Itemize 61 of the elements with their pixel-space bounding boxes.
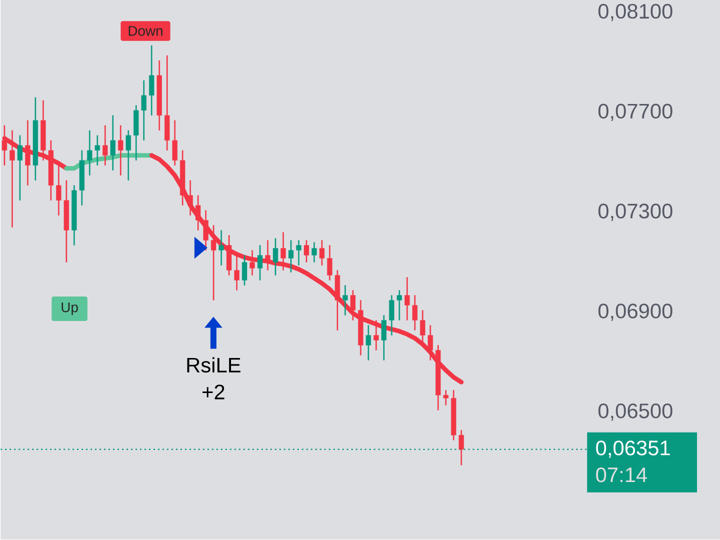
annotation: RsiLE +2: [187, 357, 240, 400]
candlestick: [280, 232, 286, 271]
candlestick: [126, 130, 131, 181]
candlestick: [327, 245, 332, 281]
candlestick: [149, 46, 154, 116]
candlestick: [203, 210, 208, 251]
candlestick: [334, 270, 340, 331]
candlestick: [443, 390, 448, 406]
candlestick: [366, 325, 371, 361]
y-tick-label: 0,06900: [598, 304, 672, 322]
candlestick: [304, 240, 310, 263]
candlestick: [87, 130, 92, 176]
candlestick: [272, 238, 278, 276]
candlestick: [374, 320, 379, 351]
candlestick: [234, 255, 240, 291]
ref-line-label: 0,06351: [596, 440, 670, 458]
candlestick: [458, 430, 464, 466]
candlestick: [396, 290, 402, 321]
candlestick: [312, 242, 317, 263]
y-tick-label: 0,07300: [598, 204, 672, 222]
candlestick: [195, 195, 201, 231]
candlestick: [102, 126, 108, 166]
candlestick: [242, 255, 248, 286]
candlestick: [404, 277, 410, 321]
candlestick: [79, 150, 84, 206]
candlestick: [64, 180, 69, 263]
candlestick: [428, 325, 433, 361]
annotation: Down: [128, 26, 162, 36]
candlestick: [164, 56, 170, 151]
candlestick: [72, 185, 77, 246]
candlestick: [17, 136, 23, 201]
candlestick: [319, 240, 325, 266]
candlestick: [156, 60, 162, 131]
candlestick: [110, 116, 116, 171]
candlestick: [118, 126, 124, 176]
candlestick: [288, 240, 294, 273]
candlestick: [412, 295, 418, 331]
y-tick-label: 0,08100: [598, 4, 672, 22]
candlestick: [32, 98, 38, 181]
candlestick: [381, 315, 386, 361]
y-tick-label: 0,06500: [598, 404, 672, 421]
candlestick: [265, 240, 270, 271]
candlestick: [134, 106, 139, 161]
candlestick: [250, 250, 255, 276]
annotation: Up: [62, 302, 78, 316]
candlestick: [389, 295, 394, 336]
candlestick: [226, 235, 232, 276]
candlestick: [141, 80, 146, 141]
candlestick: [218, 230, 224, 266]
candlestick: [451, 390, 456, 440]
candlestick: [257, 245, 263, 281]
candlestick: [350, 290, 356, 321]
candlestick: [296, 240, 302, 266]
candlestick: [210, 225, 216, 301]
y-tick-label: 0,07700: [598, 104, 672, 122]
text: 07:14: [596, 468, 647, 482]
candlestick: [94, 136, 100, 166]
candlestick: [172, 120, 178, 166]
candlestick: [188, 180, 193, 216]
candlestick: [342, 285, 348, 316]
candlestick: [358, 300, 364, 356]
